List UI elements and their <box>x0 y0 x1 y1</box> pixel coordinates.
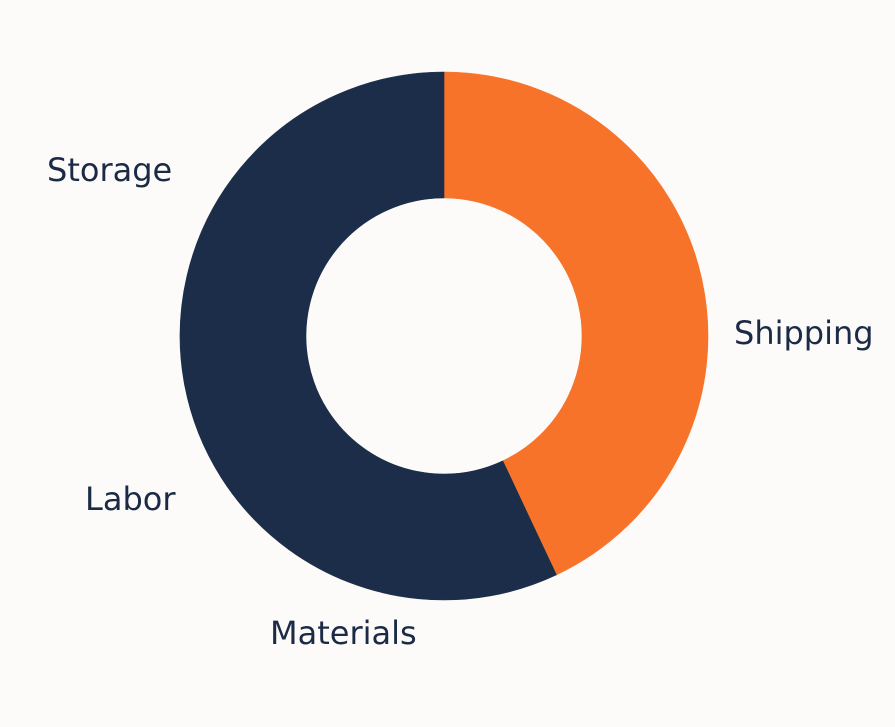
label-labor: Labor <box>85 480 176 518</box>
label-shipping: Shipping <box>734 314 874 352</box>
label-storage: Storage <box>47 151 172 189</box>
slice-materials <box>288 447 557 601</box>
slice-storage <box>179 71 445 386</box>
label-materials: Materials <box>270 614 417 652</box>
